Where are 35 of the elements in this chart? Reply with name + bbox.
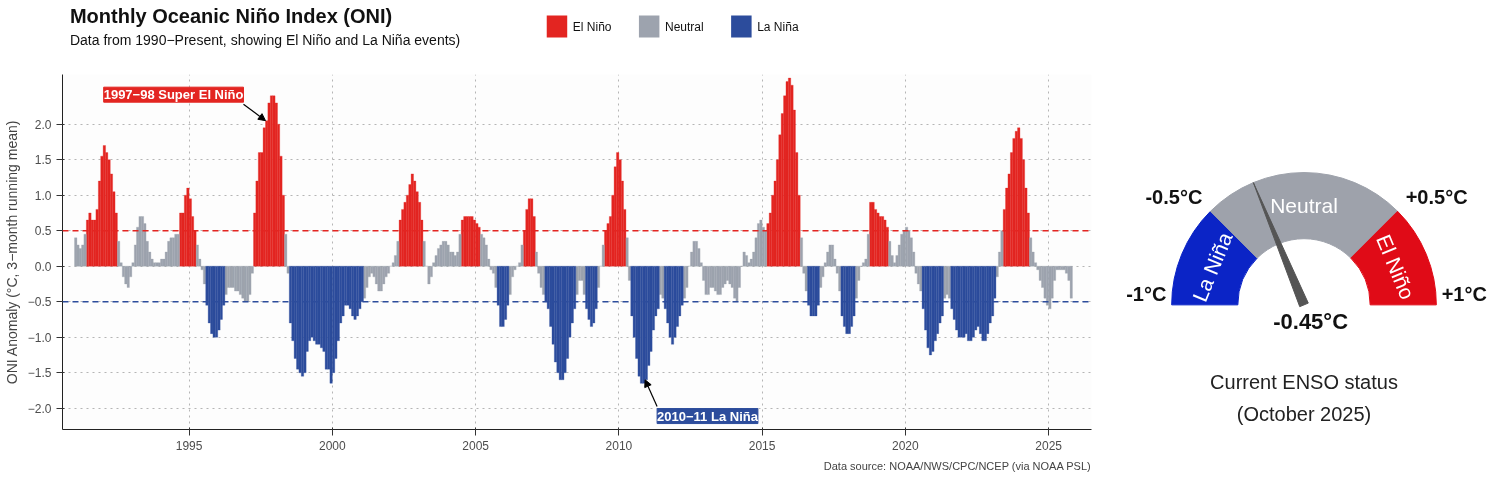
annotation: 2010−11 La Niña bbox=[657, 408, 759, 424]
text: -1°C bbox=[1126, 282, 1167, 305]
y-tick-label: −2.0 bbox=[27, 401, 52, 416]
text: +0.5°C bbox=[1405, 186, 1468, 209]
slice-label: La Niña bbox=[1187, 228, 1237, 305]
y-tick-label: −1.0 bbox=[27, 330, 52, 345]
text: +1°C bbox=[1441, 282, 1487, 305]
y-tick-label: 0.5 bbox=[34, 224, 52, 239]
legend-label: La Niña bbox=[757, 19, 799, 34]
text: (October 2025) bbox=[1236, 402, 1372, 425]
y-axis-title: ONI Anomaly (°C, 3−month running mean) bbox=[3, 120, 20, 385]
y-tick-label: 0.0 bbox=[34, 259, 52, 274]
text: -0.45°C bbox=[1273, 308, 1349, 334]
source-note: Data source: NOAA/NWS/CPC/NCEP (via NOAA PSL) bbox=[823, 459, 1091, 472]
x-tick-label: 2020 bbox=[892, 438, 920, 453]
x-tick-label: 2010 bbox=[605, 438, 633, 453]
slice-label: El Niño bbox=[1372, 231, 1420, 303]
text: Current ENSO status bbox=[1210, 371, 1398, 394]
y-tick-label: 1.0 bbox=[34, 188, 52, 203]
chart-subtitle: Data from 1990−Present, showing El Niño and La Niña events) bbox=[69, 31, 461, 48]
y-tick-label: 2.0 bbox=[34, 117, 52, 132]
legend-label: El Niño bbox=[572, 19, 612, 34]
chart-title: Monthly Oceanic Niño Index (ONI) bbox=[69, 4, 393, 27]
text: -0.5°C bbox=[1145, 186, 1203, 209]
y-tick-label: 1.5 bbox=[34, 153, 52, 168]
x-tick-label: 1995 bbox=[175, 438, 203, 453]
x-tick-label: 2000 bbox=[318, 438, 347, 453]
y-tick-label: −1.5 bbox=[27, 366, 52, 381]
legend-label: Neutral bbox=[665, 19, 704, 34]
x-tick-label: 2015 bbox=[748, 438, 776, 453]
x-tick-label: 2025 bbox=[1035, 438, 1063, 453]
slice-label: Neutral bbox=[1270, 194, 1338, 218]
x-tick-label: 2005 bbox=[462, 438, 490, 453]
y-tick-label: −0.5 bbox=[27, 295, 52, 310]
annotation: 1997−98 Super El Niño bbox=[103, 87, 244, 103]
